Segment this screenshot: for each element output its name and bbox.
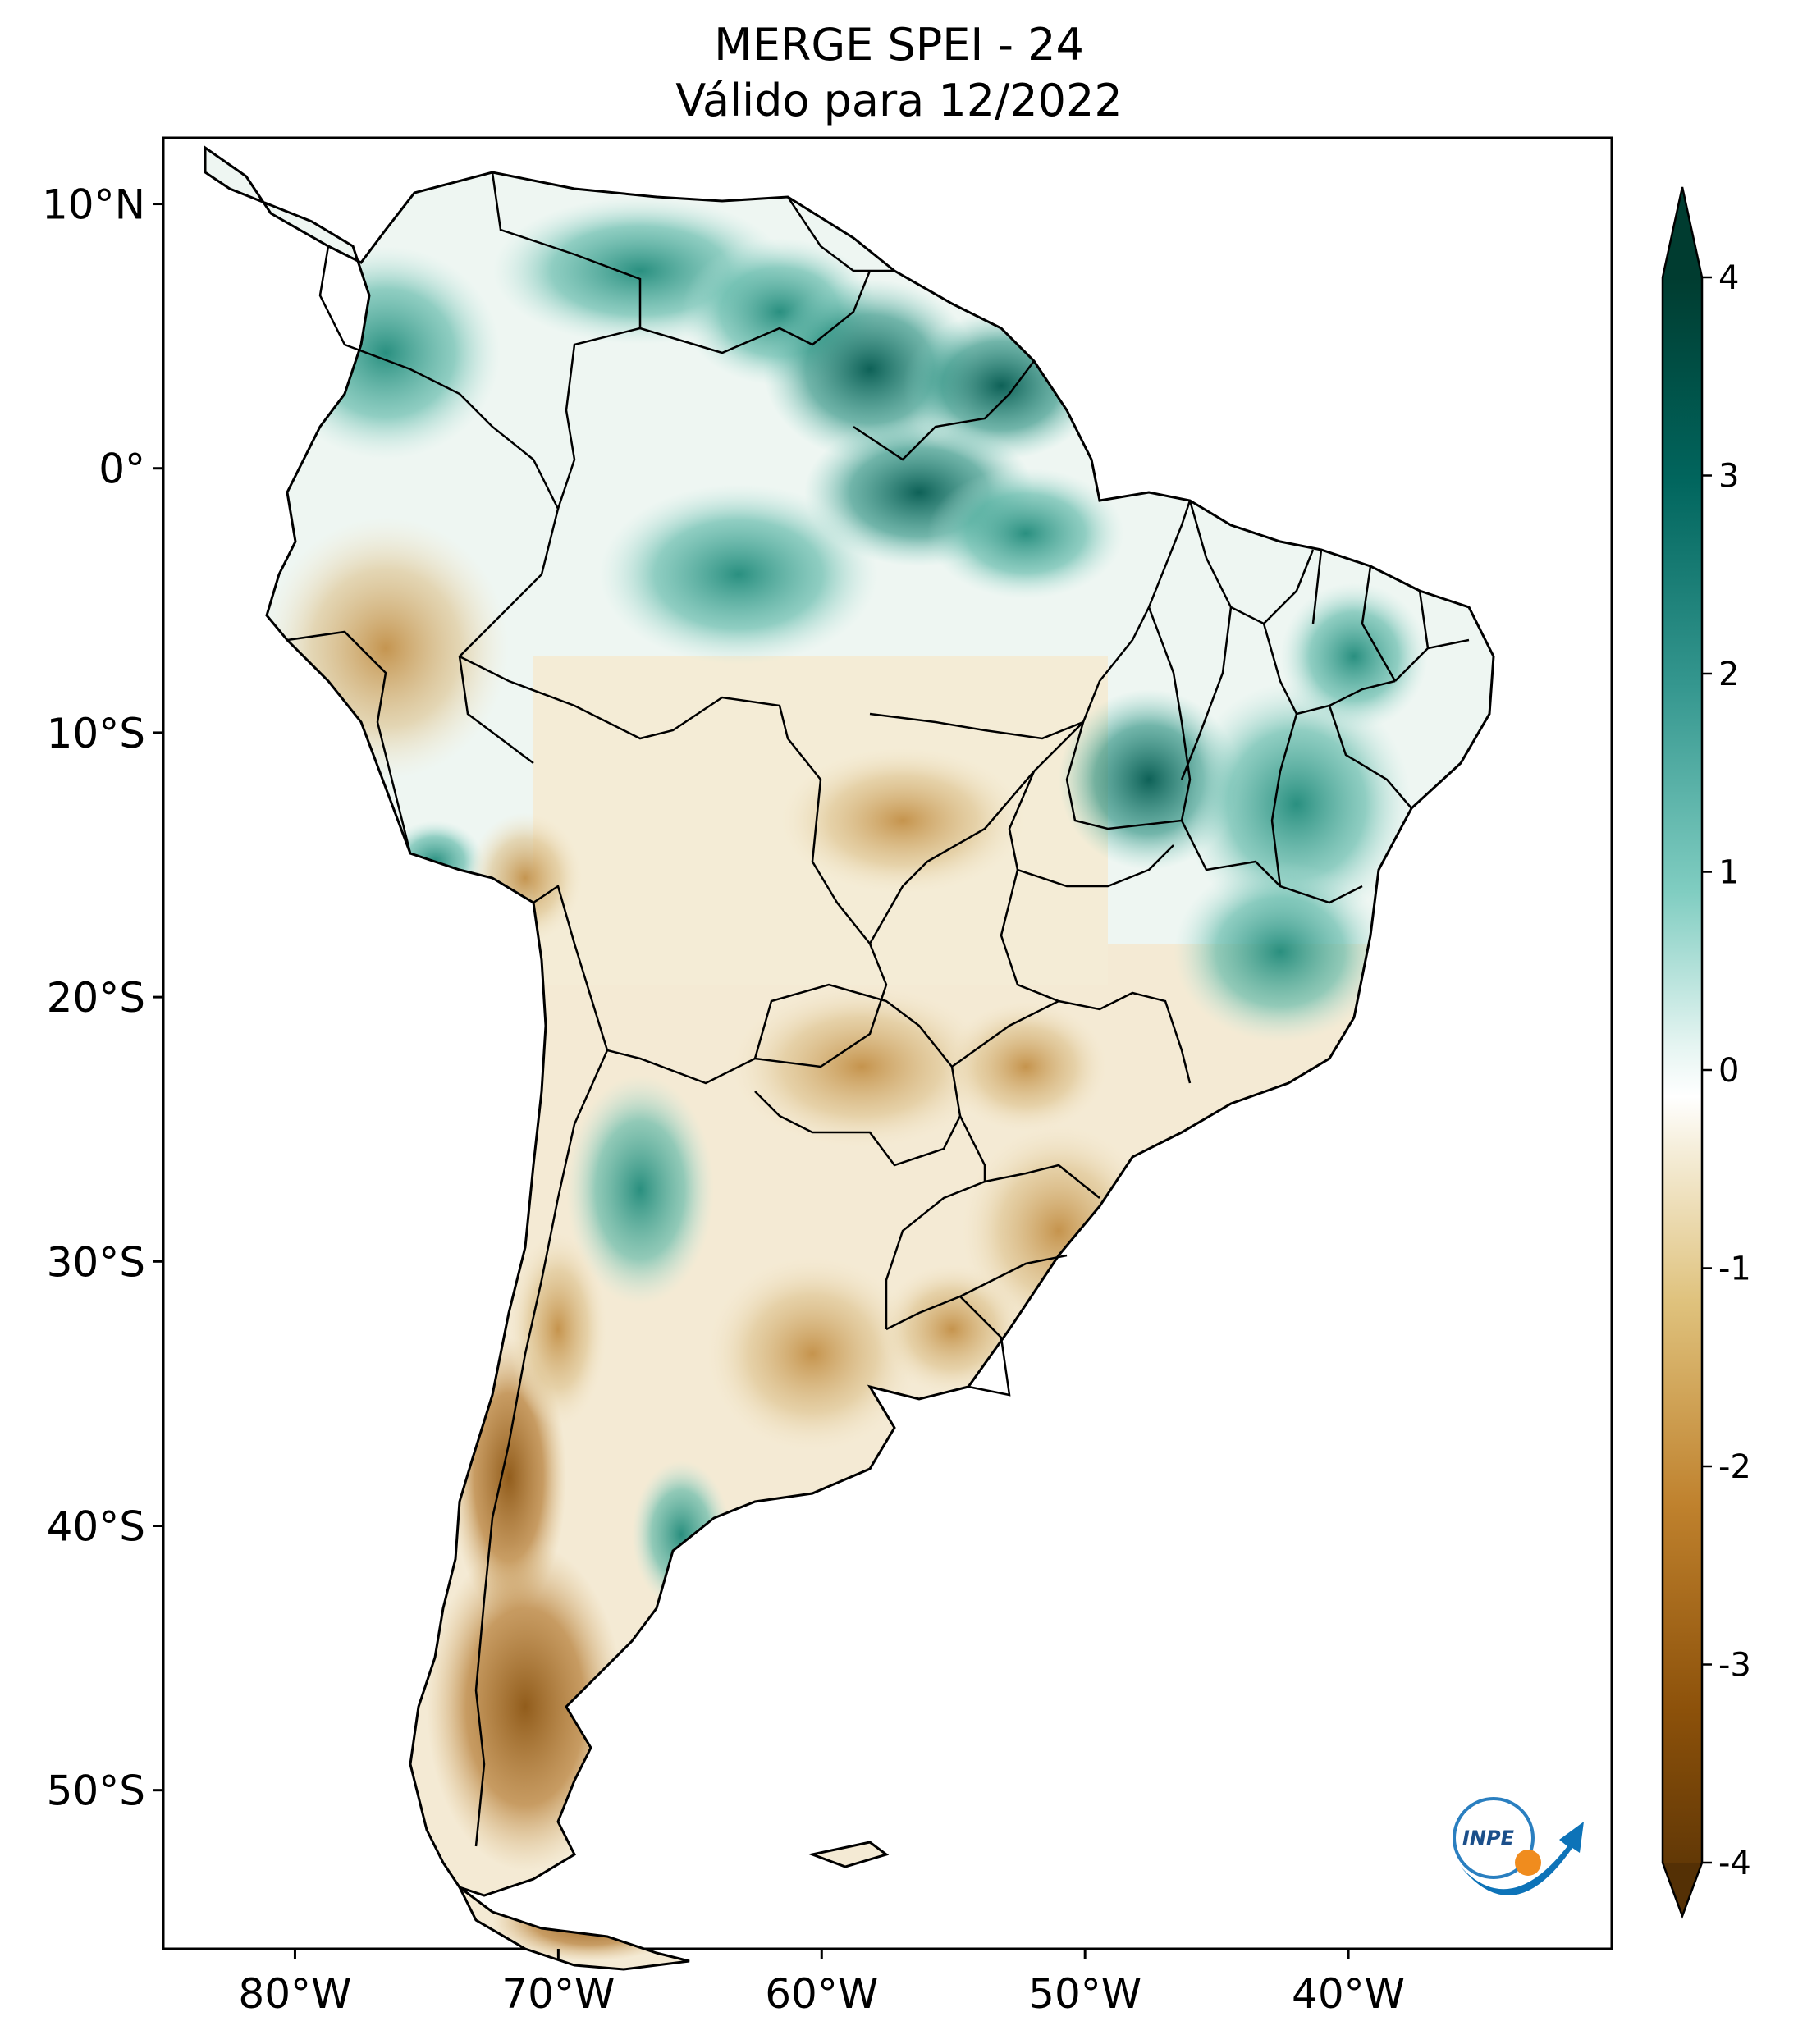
lat-tick-label: 0° <box>98 446 145 493</box>
colorbar-body <box>1663 277 1702 1916</box>
lat-tick-label: 30°S <box>47 1238 145 1286</box>
lon-tick-label: 80°W <box>238 1970 351 2018</box>
colorbar-tick-label: 2 <box>1718 656 1739 693</box>
lat-tick-label: 10°S <box>47 710 145 757</box>
coastline <box>204 145 1495 1897</box>
lon-tick-label: 70°W <box>501 1970 615 2018</box>
colorbar-bottom-extension <box>1663 1863 1702 1916</box>
colorbar-tick-label: -3 <box>1718 1647 1751 1685</box>
lat-tick-label: 40°S <box>47 1502 145 1550</box>
logo-text: INPE <box>1462 1827 1515 1850</box>
longitude-axis: 80°W 70°W 60°W 50°W 40°W <box>238 1949 1405 2018</box>
colorbar-tick-label: 1 <box>1718 854 1739 892</box>
falkland-islands-outline <box>807 1841 890 1868</box>
colorbar-tick-label: 4 <box>1718 259 1739 297</box>
colorbar-tick-label: 3 <box>1718 458 1739 496</box>
colorbar-tick-label: 0 <box>1718 1052 1739 1090</box>
lon-tick-label: 60°W <box>765 1970 878 2018</box>
chart-title-line-2: Válido para 12/2022 <box>675 75 1123 126</box>
colorbar-tick-label: -1 <box>1718 1251 1751 1288</box>
lat-tick-label: 10°N <box>42 181 145 229</box>
tierra-del-fuego-outline <box>458 1886 690 1971</box>
political-borders <box>286 171 1470 1847</box>
lat-tick-label: 20°S <box>47 974 145 1022</box>
chart-title-line-1: MERGE SPEI - 24 <box>714 19 1084 71</box>
lon-tick-label: 50°W <box>1028 1970 1141 2018</box>
colorbar-ticks: 4 3 2 1 0 -1 -2 -3 -4 <box>1702 259 1751 1882</box>
inpe-logo-icon: INPE <box>1453 1797 1584 1895</box>
colorbar-tick-label: -2 <box>1718 1448 1751 1486</box>
lon-tick-label: 40°W <box>1292 1970 1405 2018</box>
latitude-axis: 10°N 0° 10°S 20°S 30°S 40°S 50°S <box>42 181 163 1815</box>
colorbar-top-extension <box>1663 187 1702 277</box>
colorbar-tick-label: -4 <box>1718 1845 1751 1882</box>
lat-tick-label: 50°S <box>47 1767 145 1815</box>
colorbar: 4 3 2 1 0 -1 -2 -3 -4 <box>1661 186 1751 1919</box>
